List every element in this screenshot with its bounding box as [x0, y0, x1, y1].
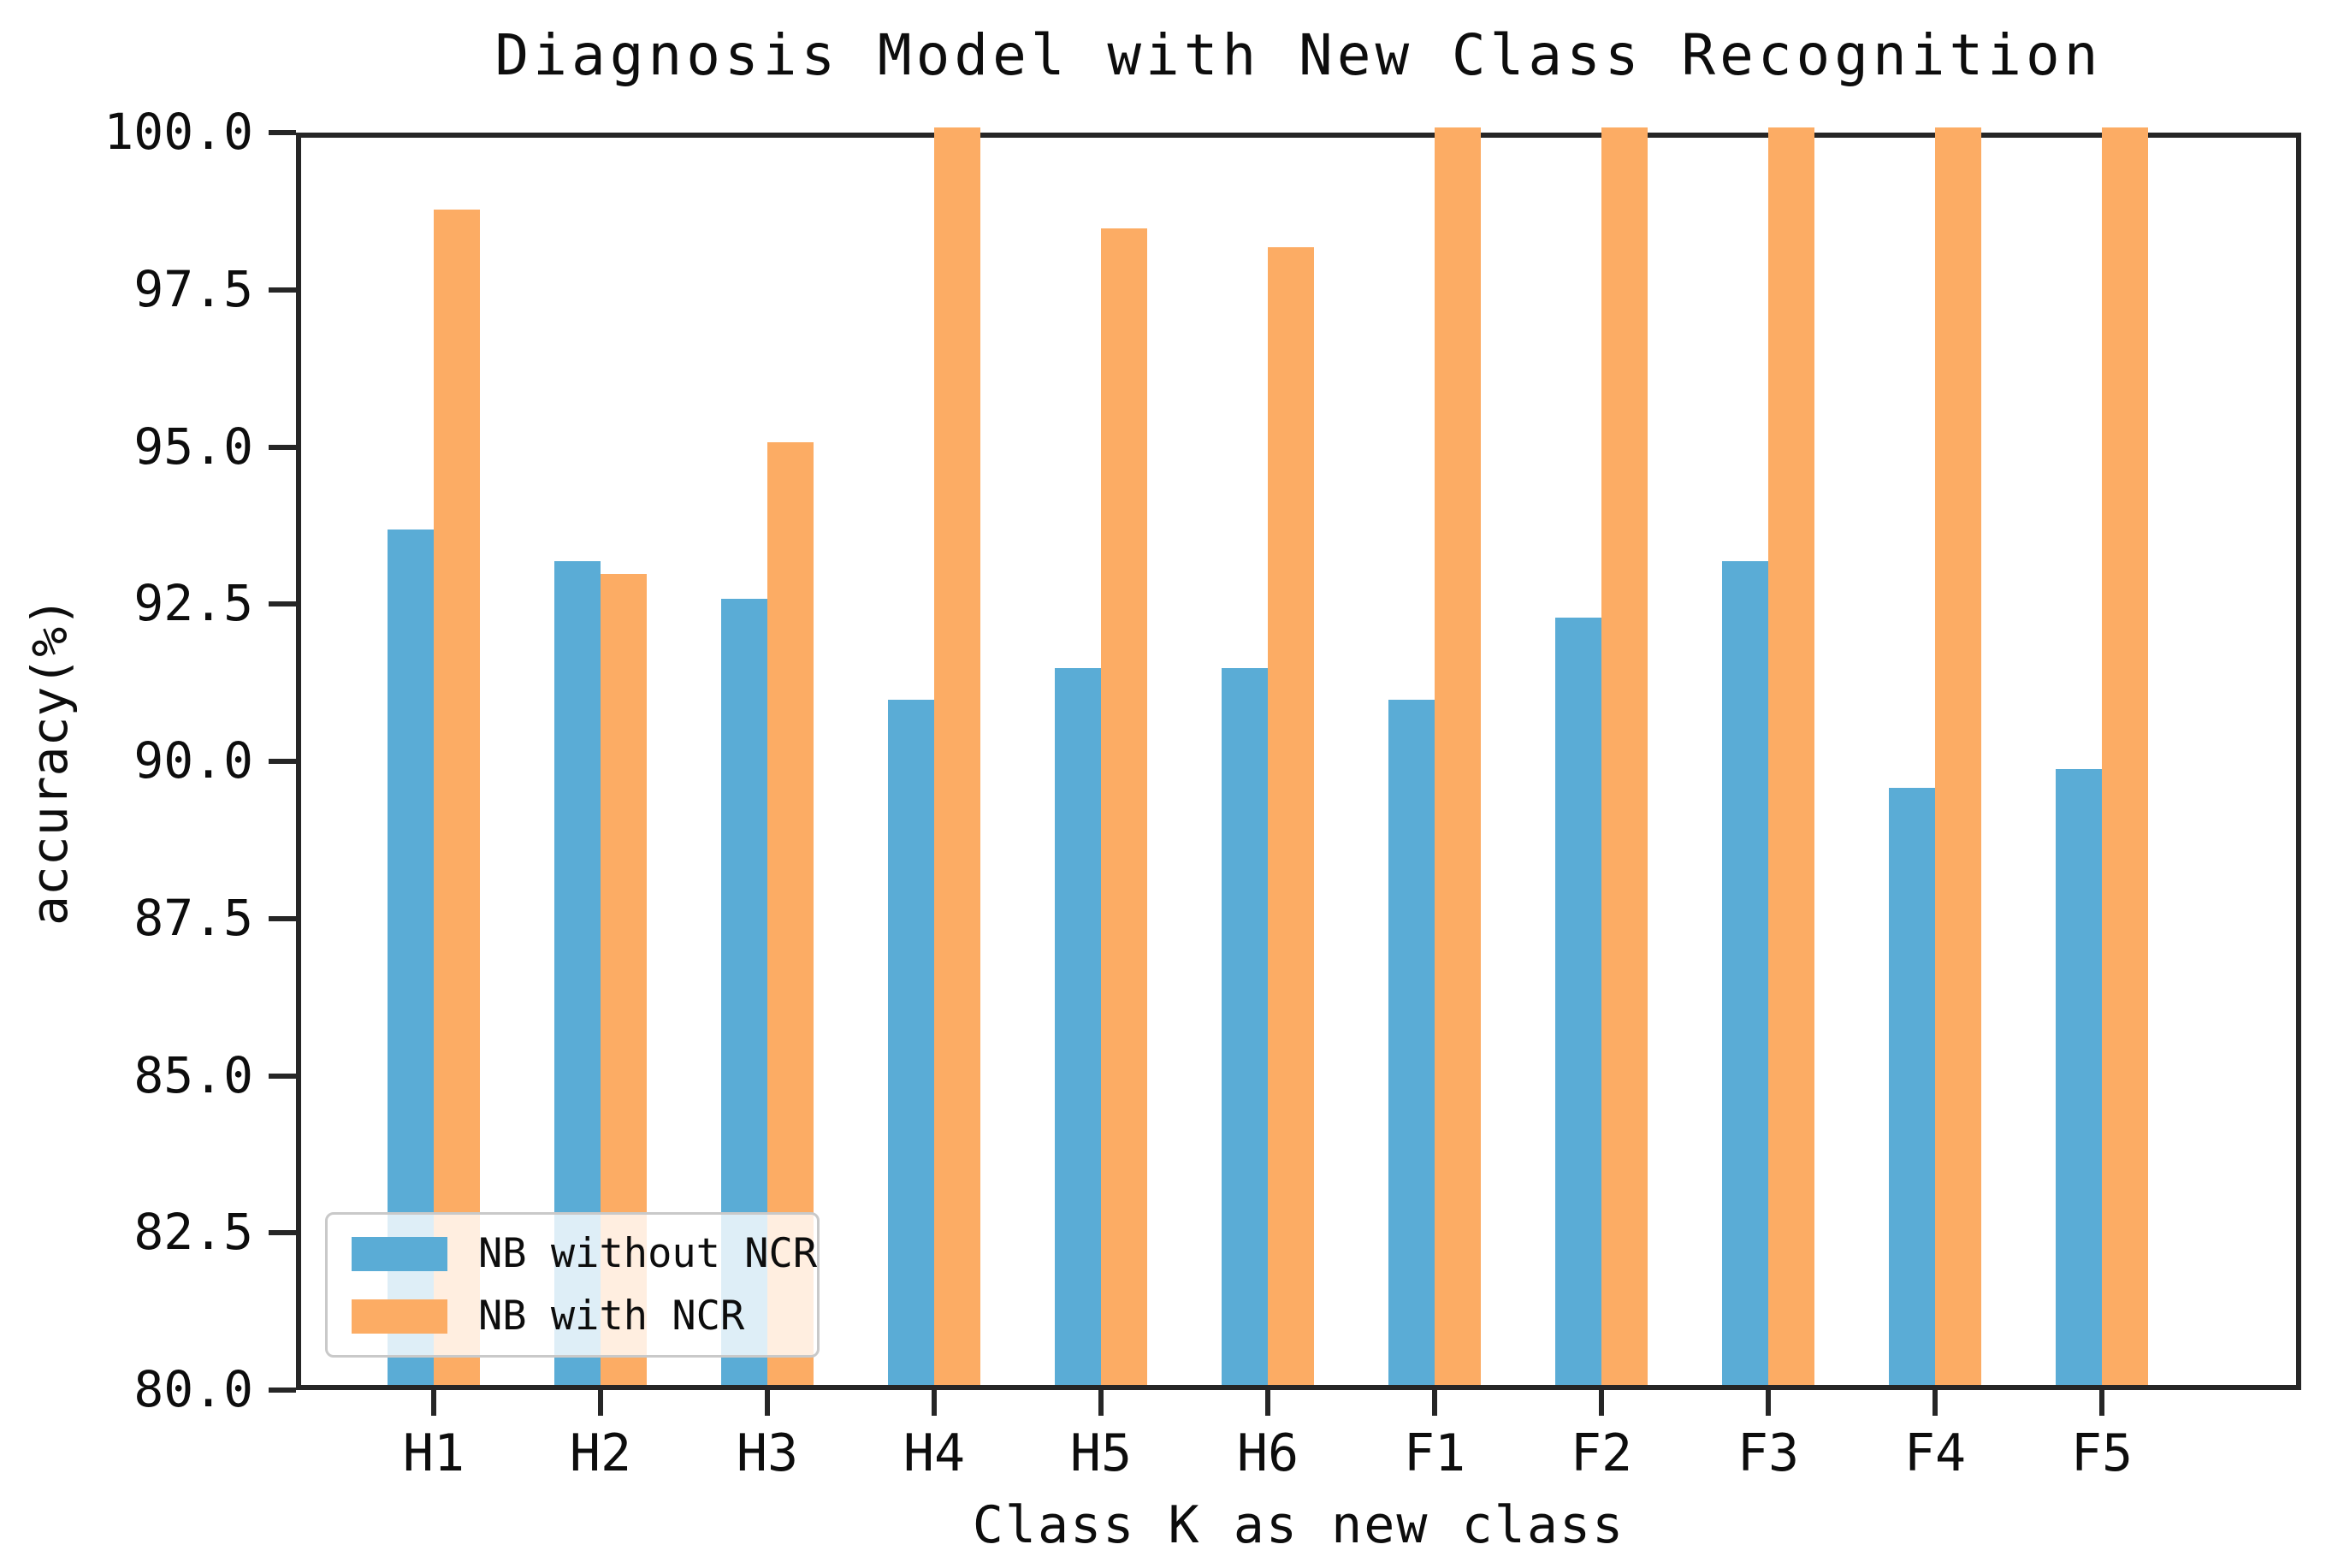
y-tick-mark: [269, 287, 296, 293]
y-tick-mark: [269, 130, 296, 135]
legend-label-nb-with-ncr: NB with NCR: [478, 1293, 745, 1340]
y-tick-label: 97.5: [133, 259, 253, 318]
x-tick-mark: [431, 1390, 436, 1416]
y-tick-mark: [269, 915, 296, 921]
bar-nb-with-ncr-H1: [434, 209, 480, 1385]
x-tick-label: H6: [1236, 1423, 1299, 1483]
y-tick-label: 95.0: [133, 417, 253, 476]
bar-nb-with-ncr-F5: [2102, 127, 2148, 1385]
legend-label-nb-without-ncr: NB without NCR: [478, 1230, 818, 1277]
bar-nb-with-ncr-H4: [934, 127, 980, 1385]
x-tick-label: F1: [1403, 1423, 1466, 1483]
y-tick-mark: [269, 1230, 296, 1236]
x-tick-label: H5: [1069, 1423, 1133, 1483]
bar-nb-with-ncr-H5: [1101, 228, 1147, 1385]
y-tick-label: 82.5: [133, 1203, 253, 1262]
x-tick-label: F3: [1737, 1423, 1800, 1483]
x-tick-label: F4: [1903, 1423, 1967, 1483]
bar-nb-without-ncr-F5: [2056, 768, 2102, 1385]
y-tick-mark: [269, 601, 296, 607]
x-tick-label: F2: [1570, 1423, 1633, 1483]
x-tick-mark: [765, 1390, 770, 1416]
x-tick-label: H3: [736, 1423, 799, 1483]
x-tick-mark: [598, 1390, 603, 1416]
bar-nb-without-ncr-F3: [1722, 561, 1768, 1385]
y-tick-label: 100.0: [104, 103, 253, 161]
y-tick-label: 85.0: [133, 1045, 253, 1104]
bar-nb-with-ncr-F3: [1768, 127, 1814, 1385]
bar-nb-without-ncr-F2: [1555, 618, 1601, 1385]
x-tick-label: H1: [402, 1423, 465, 1483]
x-tick-mark: [1265, 1390, 1270, 1416]
y-tick-label: 80.0: [133, 1360, 253, 1418]
bar-nb-with-ncr-F2: [1601, 127, 1648, 1385]
bar-nb-without-ncr-F1: [1388, 699, 1435, 1385]
legend-item-nb-with-ncr: NB with NCR: [352, 1293, 817, 1340]
bar-nb-without-ncr-H5: [1055, 668, 1101, 1385]
y-tick-label: 92.5: [133, 574, 253, 633]
x-tick-mark: [932, 1390, 937, 1416]
bar-nb-without-ncr-H6: [1222, 668, 1268, 1385]
x-tick-mark: [2099, 1390, 2104, 1416]
x-tick-mark: [1599, 1390, 1604, 1416]
x-axis-label: Class K as new class: [972, 1495, 1625, 1555]
legend-swatch-nb-with-ncr: [352, 1299, 447, 1334]
y-tick-mark: [269, 1388, 296, 1393]
bar-nb-without-ncr-F4: [1889, 787, 1935, 1385]
legend-item-nb-without-ncr: NB without NCR: [352, 1230, 817, 1277]
x-tick-label: H2: [569, 1423, 632, 1483]
x-tick-label: H4: [903, 1423, 966, 1483]
chart-title: Diagnosis Model with New Class Recogniti…: [494, 22, 2103, 88]
y-tick-label: 90.0: [133, 731, 253, 790]
y-tick-mark: [269, 1073, 296, 1079]
y-tick-label: 87.5: [133, 888, 253, 947]
bar-nb-with-ncr-F4: [1935, 127, 1981, 1385]
legend-swatch-nb-without-ncr: [352, 1236, 447, 1271]
x-tick-label: F5: [2070, 1423, 2134, 1483]
x-tick-mark: [1098, 1390, 1104, 1416]
legend: NB without NCR NB with NCR: [325, 1212, 820, 1358]
x-tick-mark: [1932, 1390, 1938, 1416]
bar-nb-without-ncr-H4: [888, 699, 934, 1385]
y-tick-mark: [269, 759, 296, 764]
x-tick-mark: [1432, 1390, 1437, 1416]
bar-nb-with-ncr-F1: [1435, 127, 1481, 1385]
plot-area: NB without NCR NB with NCR: [296, 127, 2301, 1390]
x-tick-mark: [1766, 1390, 1771, 1416]
y-tick-mark: [269, 444, 296, 450]
bar-nb-with-ncr-H6: [1268, 246, 1314, 1385]
